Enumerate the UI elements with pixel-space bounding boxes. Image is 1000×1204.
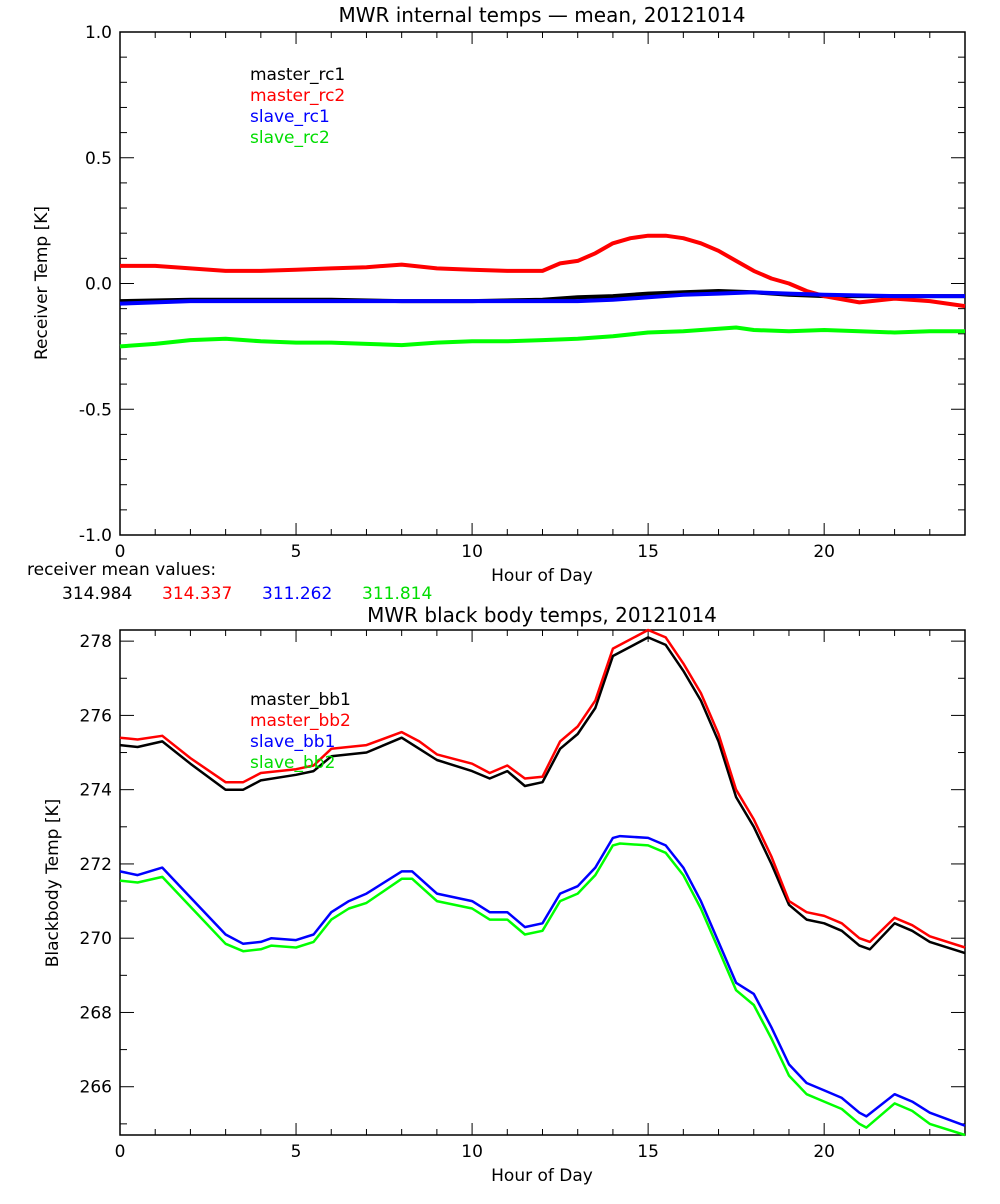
y-tick-label: 276 xyxy=(80,706,112,726)
x-tick-label: 0 xyxy=(115,1142,126,1162)
x-tick-label: 15 xyxy=(637,542,659,562)
y-tick-label: 278 xyxy=(80,632,112,652)
y-axis-label-top: Receiver Temp [K] xyxy=(32,206,52,360)
legend-entry-slave_bb2: slave_bb2 xyxy=(250,753,335,773)
x-tick-label: 10 xyxy=(461,1142,483,1162)
x-tick-label: 20 xyxy=(813,542,835,562)
y-tick-label: 272 xyxy=(80,855,112,875)
legend-entry-master_rc1: master_rc1 xyxy=(250,65,345,85)
plot-frame-1 xyxy=(119,629,966,1136)
y-tick-label: 0.5 xyxy=(85,149,112,169)
y-tick-label: 270 xyxy=(80,929,112,949)
series-line-master_bb2 xyxy=(119,628,966,949)
x-tick-label: 0 xyxy=(115,542,126,562)
receiver-mean-value-3: 311.262 xyxy=(262,584,332,604)
legend-entry-slave_rc2: slave_rc2 xyxy=(250,128,330,148)
y-tick-label: 268 xyxy=(80,1003,112,1023)
x-axis-label-top: Hour of Day xyxy=(491,566,593,586)
receiver-mean-value-1: 314.984 xyxy=(62,584,132,604)
receiver-mean-value-2: 314.337 xyxy=(162,584,232,604)
x-tick-label: 5 xyxy=(291,542,302,562)
plot-frame-0 xyxy=(119,31,966,536)
y-tick-label: -0.5 xyxy=(79,400,112,420)
x-tick-label: 15 xyxy=(637,1142,659,1162)
receiver-mean-value-4: 311.814 xyxy=(362,584,432,604)
legend-entry-slave_rc1: slave_rc1 xyxy=(250,107,330,127)
chart-title-bottom: MWR black body temps, 20121014 xyxy=(367,603,717,627)
y-tick-label: 1.0 xyxy=(85,23,112,43)
y-tick-label: 0.0 xyxy=(85,275,112,295)
legend-entry-master_bb2: master_bb2 xyxy=(250,711,351,731)
series-line-slave_rc1 xyxy=(119,290,965,306)
legend-entry-master_rc2: master_rc2 xyxy=(250,86,345,106)
y-axis-label-bottom: Blackbody Temp [K] xyxy=(43,799,63,968)
series-line-slave_bb2 xyxy=(119,842,966,1137)
series-line-slave_rc2 xyxy=(119,325,965,349)
y-tick-label: 266 xyxy=(80,1078,112,1098)
series-line-master_rc2 xyxy=(120,233,966,309)
series-line-master_bb1 xyxy=(119,636,966,955)
series-line-slave_bb1 xyxy=(119,834,966,1127)
x-tick-label: 20 xyxy=(813,1142,835,1162)
legend-entry-slave_bb1: slave_bb1 xyxy=(250,732,335,752)
x-tick-label: 10 xyxy=(461,542,483,562)
x-tick-label: 5 xyxy=(291,1142,302,1162)
legend-entry-master_bb1: master_bb1 xyxy=(250,690,351,710)
chart-title-top: MWR internal temps — mean, 20121014 xyxy=(338,3,745,27)
x-axis-label-bottom: Hour of Day xyxy=(491,1166,593,1186)
receiver-mean-label: receiver mean values: xyxy=(27,560,216,580)
y-tick-label: 274 xyxy=(80,781,112,801)
y-tick-label: -1.0 xyxy=(79,526,112,546)
